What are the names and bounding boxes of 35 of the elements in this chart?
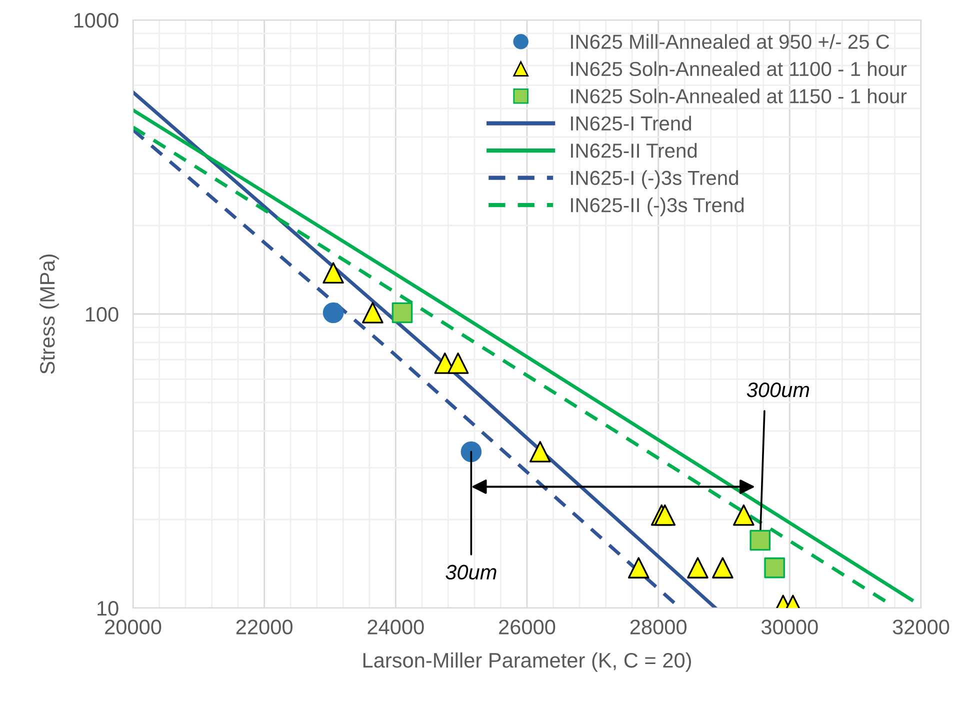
point [447, 352, 469, 374]
x-axis-title: Larson-Miller Parameter (K, C = 20) [363, 652, 691, 672]
x-tick-label: 32000 [892, 620, 950, 634]
point [460, 441, 482, 462]
point [529, 441, 551, 462]
x-tick-label: 20000 [105, 620, 162, 634]
annotation: 300um [746, 382, 810, 398]
legend-label: IN625-I Trend [571, 116, 692, 131]
legend-label: IN625 Mill-Annealed at 950 +/- 25 C [571, 34, 890, 49]
x-tick-label: 28000 [630, 620, 686, 634]
legend-label: IN625-II (-)3s Trend [571, 197, 744, 216]
y-axis-title: Stress (MPa) [39, 254, 59, 374]
legend-label: IN625-I (-)3s Trend [571, 170, 738, 190]
point [687, 557, 708, 578]
x-tick-label: 26000 [499, 620, 556, 634]
y-tick-label: 100 [86, 307, 118, 322]
point [392, 302, 413, 324]
x-tick-label: 30000 [762, 620, 818, 634]
x-tick-label: 24000 [368, 620, 424, 634]
point [764, 557, 785, 578]
annotation: 30um [446, 564, 496, 580]
x-tick-label: 22000 [236, 620, 292, 634]
point [322, 302, 344, 324]
y-tick-label: 1000 [74, 13, 118, 28]
legend-label: IN625 Soln-Annealed at 1100 - 1 hour [571, 61, 907, 76]
point [654, 504, 676, 526]
point [733, 504, 754, 526]
point [628, 557, 650, 578]
legend-label: IN625-II Trend [571, 143, 697, 158]
legend-label: IN625 Soln-Annealed at 1150 - 1 hour [571, 88, 907, 104]
point [750, 530, 771, 551]
point [362, 302, 384, 324]
y-tick-label: 10 [98, 601, 118, 616]
point [322, 262, 344, 284]
point [712, 557, 734, 578]
